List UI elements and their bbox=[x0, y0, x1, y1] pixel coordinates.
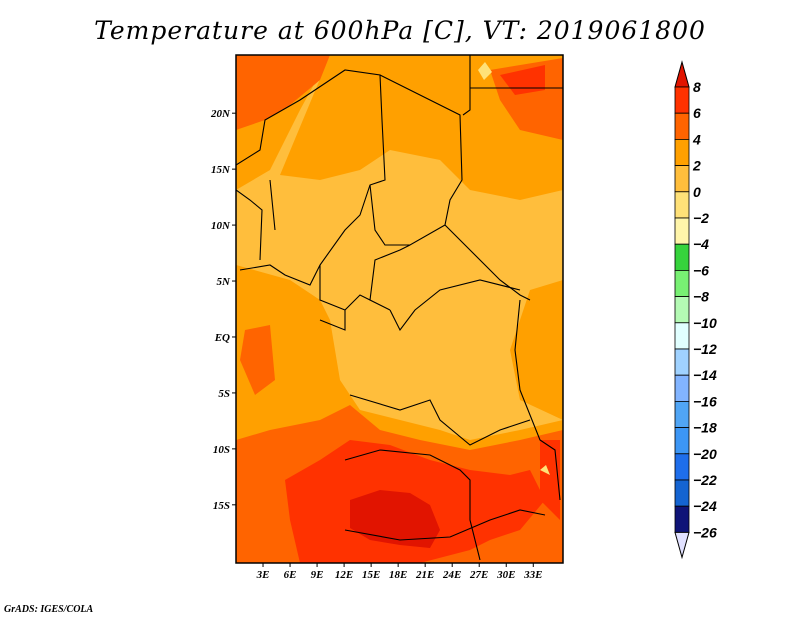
colorbar-segment bbox=[674, 453, 690, 481]
colorbar-segment bbox=[674, 217, 690, 245]
field-6to8 bbox=[285, 65, 560, 563]
lat-tick-label: 10S bbox=[213, 444, 230, 456]
colorbar-label: −12 bbox=[693, 341, 717, 357]
colorbar-label: −24 bbox=[693, 498, 717, 514]
lon-tick-label: 30E bbox=[496, 569, 515, 581]
lat-tick-label: 20N bbox=[210, 108, 231, 120]
colorbar-label: −10 bbox=[693, 315, 717, 331]
colorbar-segment bbox=[674, 191, 690, 219]
lon-tick-label: 33E bbox=[523, 569, 542, 581]
colorbar-segment bbox=[674, 479, 690, 507]
colorbar-label: −8 bbox=[693, 289, 709, 305]
colorbar-label: 0 bbox=[693, 184, 701, 200]
field-8plus bbox=[350, 490, 440, 548]
lat-tick-label: 15S bbox=[213, 500, 230, 512]
lat-tick-label: 10N bbox=[211, 220, 231, 232]
lat-tick-label: 5S bbox=[218, 388, 230, 400]
plot-title: Temperature at 600hPa [C], VT: 201906180… bbox=[94, 16, 706, 45]
field-2to4-east bbox=[510, 280, 563, 420]
colorbar-bottom-triangle bbox=[674, 531, 690, 560]
lon-tick-label: 3E bbox=[256, 569, 270, 581]
colorbar-segment bbox=[674, 400, 690, 428]
lat-tick-label: 15N bbox=[211, 164, 231, 176]
colorbar-segment bbox=[674, 296, 690, 324]
colorbar-label: 2 bbox=[692, 158, 701, 174]
colorbar-segment bbox=[674, 243, 690, 271]
colorbar-segment bbox=[674, 427, 690, 455]
lat-tick-label: 5N bbox=[217, 276, 232, 288]
lon-tick-label: 6E bbox=[284, 569, 297, 581]
colorbar-label: 8 bbox=[693, 79, 701, 95]
lon-tick-label: 12E bbox=[335, 569, 353, 581]
lon-tick-label: 18E bbox=[389, 569, 407, 581]
colorbar-segment bbox=[674, 348, 690, 376]
country-borders bbox=[236, 55, 563, 561]
colorbar-segment bbox=[674, 505, 690, 533]
colorbar-label: −16 bbox=[693, 393, 717, 409]
lon-tick-label: 24E bbox=[442, 569, 461, 581]
colorbar: 8 6 4 2 0 −2 −4 −6 −8 −10 −12 −14 −16 −18 −20 −22 −24 −26 bbox=[674, 60, 717, 560]
lon-tick-label: 15E bbox=[362, 569, 380, 581]
latitude-axis: 20N 15N 10N 5N EQ 5S 10S 15S bbox=[210, 108, 236, 512]
colorbar-top-triangle bbox=[674, 60, 690, 88]
field-4to6 bbox=[236, 55, 563, 563]
colorbar-label: −20 bbox=[693, 446, 717, 462]
colorbar-label: 4 bbox=[692, 131, 701, 147]
map-frame bbox=[235, 54, 564, 564]
colorbar-label: −14 bbox=[693, 367, 717, 383]
longitude-axis: 3E 6E 9E 12E 15E 18E 21E 24E 27E 30E 33E bbox=[256, 563, 542, 581]
colorbar-segment bbox=[674, 86, 690, 114]
colorbar-segment bbox=[674, 138, 690, 166]
lon-tick-label: 27E bbox=[469, 569, 488, 581]
colorbar-label: −2 bbox=[693, 210, 709, 226]
colorbar-segment bbox=[674, 112, 690, 140]
temperature-field bbox=[236, 55, 563, 563]
colorbar-label: 6 bbox=[693, 105, 701, 121]
grads-credit: GrADS: IGES/COLA bbox=[4, 604, 94, 615]
colorbar-segment bbox=[674, 269, 690, 297]
colorbar-label: −26 bbox=[693, 524, 717, 540]
colorbar-segment bbox=[674, 322, 690, 350]
colorbar-segment bbox=[674, 374, 690, 402]
colorbar-label: −4 bbox=[693, 236, 709, 252]
colorbar-label: −22 bbox=[693, 472, 717, 488]
colorbar-label: −18 bbox=[693, 420, 717, 436]
field-2to4-north bbox=[280, 55, 563, 200]
colorbar-label: −6 bbox=[693, 262, 709, 278]
lon-tick-label: 9E bbox=[311, 569, 324, 581]
lon-tick-label: 21E bbox=[415, 569, 434, 581]
lat-tick-label: EQ bbox=[214, 332, 230, 344]
colorbar-segment bbox=[674, 165, 690, 193]
